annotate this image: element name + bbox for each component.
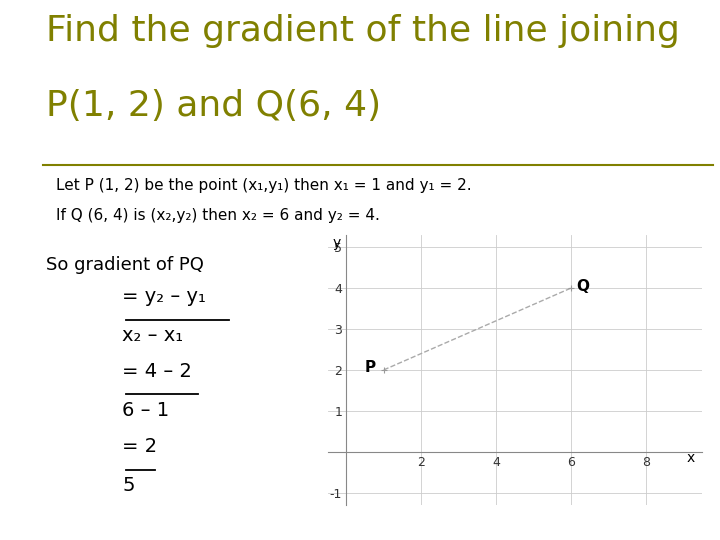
Text: 5: 5 bbox=[122, 476, 135, 495]
Text: If Q (6, 4) is (x₂,y₂) then x₂ = 6 and y₂ = 4.: If Q (6, 4) is (x₂,y₂) then x₂ = 6 and y… bbox=[56, 208, 380, 223]
Text: x: x bbox=[687, 451, 695, 465]
Text: = y₂ – y₁: = y₂ – y₁ bbox=[122, 287, 206, 306]
Text: = 2: = 2 bbox=[122, 437, 157, 456]
Text: P: P bbox=[365, 360, 376, 375]
Text: Q: Q bbox=[577, 279, 590, 294]
Text: 6 – 1: 6 – 1 bbox=[122, 401, 169, 420]
Text: So gradient of PQ: So gradient of PQ bbox=[46, 256, 204, 274]
Text: Let P (1, 2) be the point (x₁,y₁) then x₁ = 1 and y₁ = 2.: Let P (1, 2) be the point (x₁,y₁) then x… bbox=[56, 178, 472, 193]
Text: P(1, 2) and Q(6, 4): P(1, 2) and Q(6, 4) bbox=[46, 89, 381, 123]
Text: Find the gradient of the line joining: Find the gradient of the line joining bbox=[46, 14, 680, 48]
Text: = 4 – 2: = 4 – 2 bbox=[122, 362, 192, 381]
Text: y: y bbox=[333, 236, 341, 250]
Text: x₂ – x₁: x₂ – x₁ bbox=[122, 326, 183, 345]
